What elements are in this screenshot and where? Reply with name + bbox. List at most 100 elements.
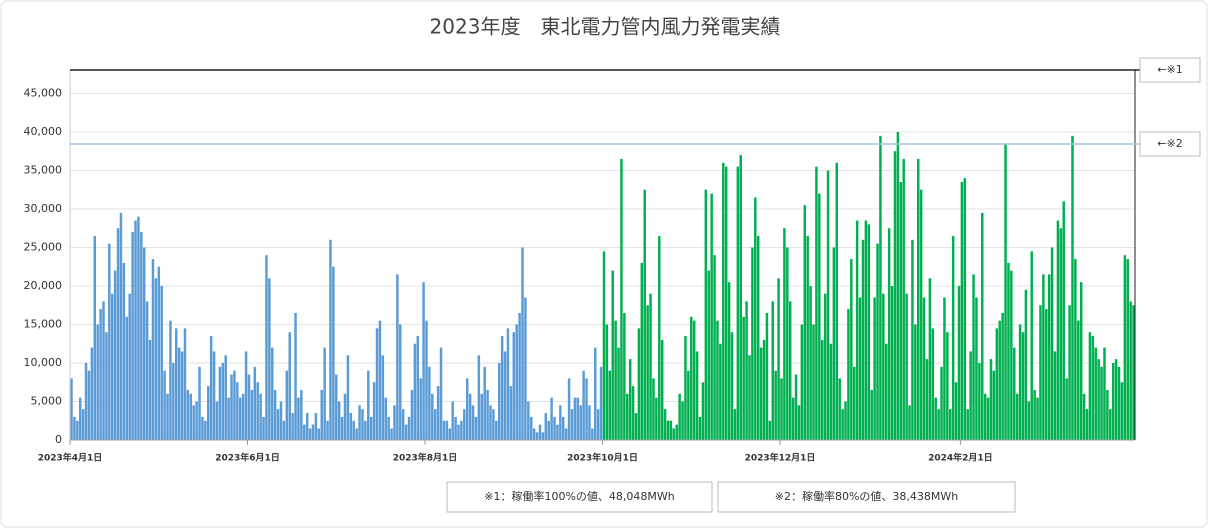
bar — [81, 409, 85, 440]
bar — [724, 166, 728, 440]
bar — [660, 339, 664, 440]
bar — [573, 397, 577, 440]
bar — [972, 274, 975, 440]
bar — [87, 370, 91, 440]
bar — [288, 332, 291, 440]
bar — [1097, 359, 1100, 440]
bar — [585, 378, 588, 440]
bar — [896, 131, 900, 441]
bar — [1065, 378, 1068, 440]
bar — [195, 401, 198, 440]
bar — [701, 382, 705, 440]
bar — [314, 413, 318, 440]
x-tick-label: 2023年8月1日 — [393, 452, 458, 464]
bar — [722, 162, 725, 440]
bar — [332, 266, 335, 440]
bar — [1088, 332, 1092, 440]
bar — [818, 193, 821, 440]
bar — [864, 220, 868, 440]
bar — [739, 155, 742, 440]
bar — [73, 416, 76, 440]
bar — [116, 228, 120, 440]
y-tick-label: 15,000 — [24, 317, 63, 330]
bar — [204, 420, 207, 440]
bar — [655, 397, 658, 440]
bar — [885, 343, 888, 440]
bar — [428, 366, 431, 440]
y-tick-label: 30,000 — [24, 202, 63, 215]
bar — [1085, 409, 1089, 440]
bar — [544, 413, 548, 440]
note: ※2：稼働率80%の値、38,438MWh — [775, 489, 959, 503]
bar — [468, 393, 472, 440]
bar — [148, 339, 152, 440]
bar — [70, 378, 73, 440]
bar — [1056, 220, 1060, 440]
bar — [850, 259, 853, 440]
bar — [553, 416, 556, 440]
bar — [620, 158, 623, 440]
bar — [1120, 382, 1124, 440]
bar — [951, 235, 955, 440]
bar — [175, 328, 178, 440]
bar — [346, 355, 350, 440]
bar — [820, 339, 824, 440]
bar — [855, 220, 859, 440]
y-tick-label: 10,000 — [24, 356, 63, 369]
bar — [946, 332, 949, 440]
bar — [1126, 259, 1129, 440]
bar — [934, 397, 937, 440]
bar — [949, 409, 952, 440]
bar — [218, 366, 222, 440]
bar — [215, 401, 219, 440]
bar — [756, 235, 760, 440]
bar — [276, 409, 280, 440]
bar — [730, 332, 734, 440]
reference-label-box — [1139, 131, 1201, 157]
bar — [1068, 305, 1071, 440]
y-tick-label: 45,000 — [24, 86, 63, 99]
bar — [1079, 282, 1083, 440]
bar — [835, 162, 839, 440]
bar — [157, 266, 161, 440]
bar — [192, 405, 195, 440]
bar — [975, 297, 978, 440]
bar — [361, 409, 364, 440]
bar — [981, 212, 984, 440]
bar — [873, 297, 876, 440]
bar — [666, 420, 670, 440]
bar — [224, 355, 227, 440]
bar — [800, 324, 804, 440]
bar — [695, 351, 699, 440]
bar — [940, 366, 943, 440]
bar — [841, 409, 844, 440]
bar — [806, 235, 809, 440]
bar — [1007, 262, 1010, 440]
bar — [876, 243, 879, 440]
bar — [969, 351, 972, 440]
bar — [509, 386, 513, 440]
bar — [768, 420, 772, 440]
bar — [794, 374, 798, 440]
bar — [1132, 305, 1135, 440]
bar — [643, 189, 646, 440]
bar — [812, 324, 815, 440]
bar — [1013, 347, 1016, 440]
bar — [1077, 320, 1080, 440]
bar — [335, 374, 338, 440]
bar — [562, 416, 565, 440]
bar — [285, 370, 289, 440]
note-box — [446, 481, 713, 513]
bar — [180, 351, 184, 440]
bar — [530, 416, 533, 440]
bar — [463, 409, 466, 440]
bar — [748, 355, 751, 440]
bar — [1033, 389, 1036, 440]
bar — [783, 228, 786, 440]
bar — [495, 420, 498, 440]
bar — [1015, 393, 1019, 440]
bar — [1059, 228, 1063, 440]
bar — [518, 312, 521, 440]
bar — [413, 343, 417, 440]
bar — [265, 255, 268, 440]
